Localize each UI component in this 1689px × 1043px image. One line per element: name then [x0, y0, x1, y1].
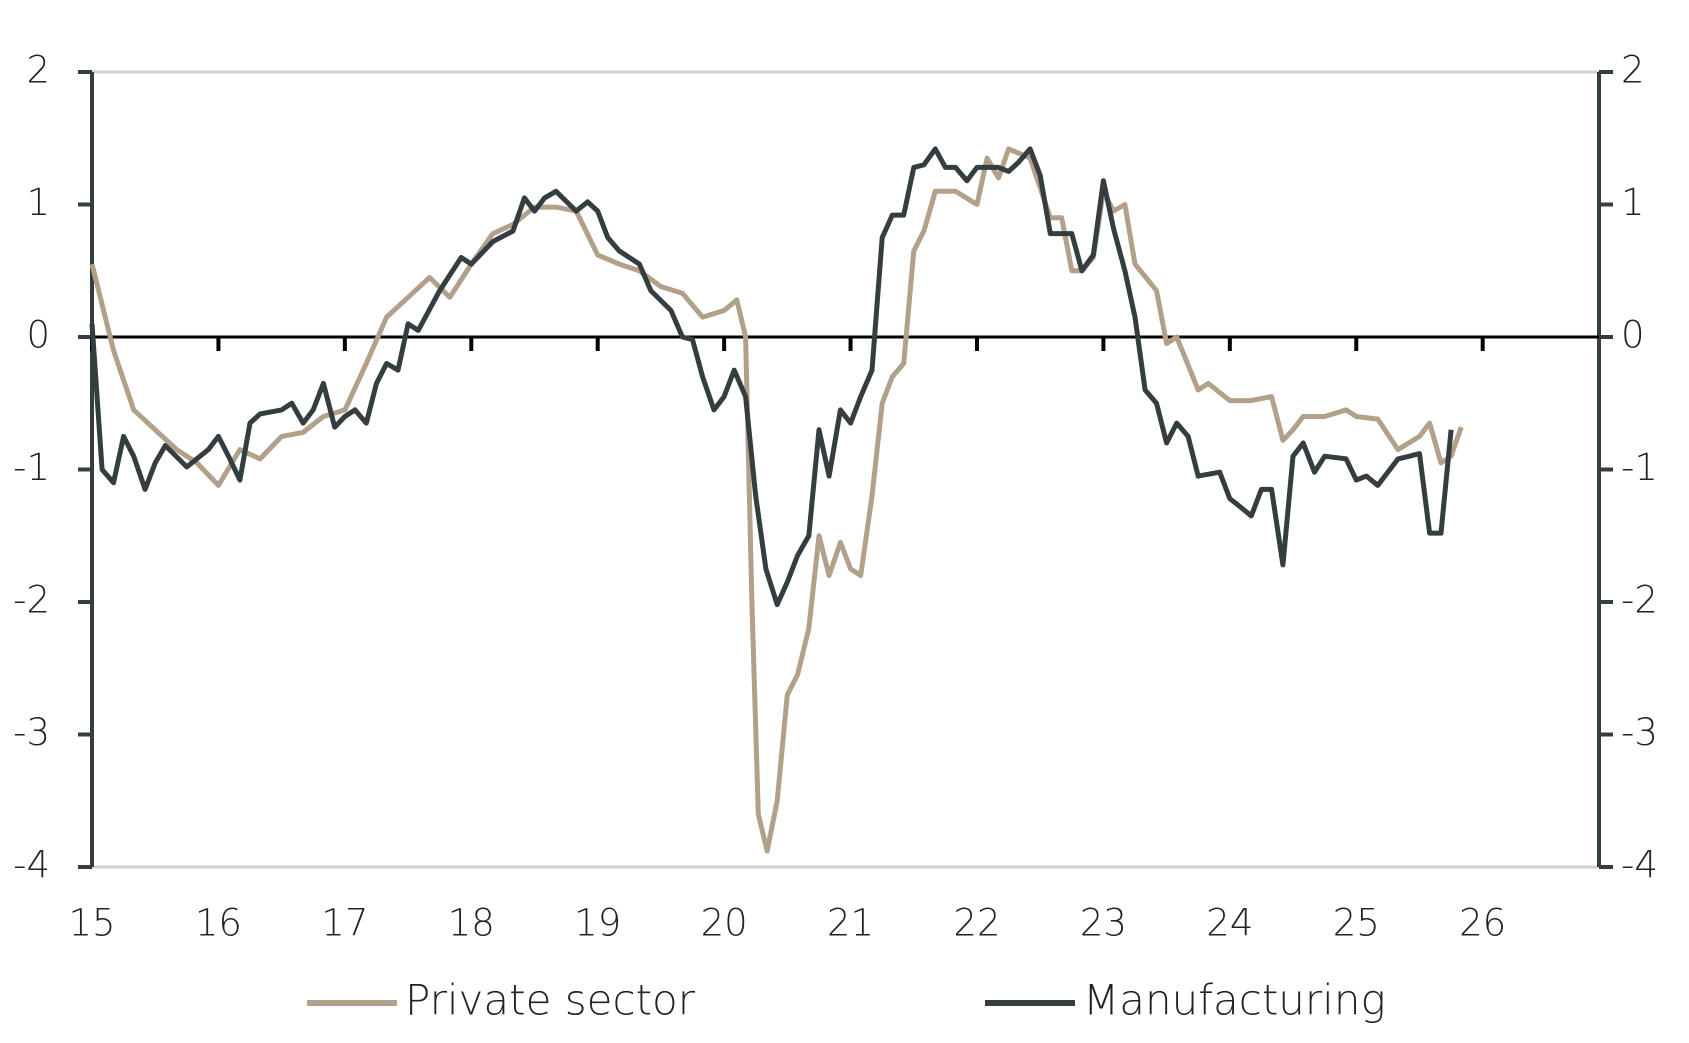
x-tick-label: 22 [953, 902, 1000, 945]
y-tick-label: -1 [13, 446, 50, 489]
legend-label: Manufacturing [1083, 976, 1386, 1025]
y-tick-label: -4 [13, 844, 50, 887]
y-tick-label: 2 [26, 49, 50, 92]
x-tick-label: 26 [1459, 902, 1506, 945]
y-tick-label: -2 [13, 579, 50, 622]
y2-tick-label: 1 [1621, 181, 1645, 224]
y-tick-label: 1 [26, 181, 50, 224]
y2-tick-label: 0 [1621, 314, 1645, 357]
y2-tick-label: -1 [1621, 446, 1658, 489]
x-tick-label: 24 [1206, 902, 1253, 945]
y2-tick-label: -3 [1621, 711, 1658, 754]
line [89, 146, 1464, 854]
x-tick-label: 18 [448, 902, 495, 945]
x-tick-label: 17 [321, 902, 368, 945]
line [89, 146, 1454, 608]
x-tick-label: 23 [1080, 902, 1127, 945]
y-tick-label: 0 [26, 314, 50, 357]
y2-tick-label: 2 [1621, 49, 1645, 92]
x-tick-label: 19 [574, 902, 621, 945]
x-tick-label: 20 [701, 902, 748, 945]
legend-label: Private sector [405, 976, 696, 1025]
x-tick-label: 25 [1333, 902, 1380, 945]
x-tick-label: 21 [827, 902, 874, 945]
x-tick-label: 16 [195, 902, 242, 945]
y2-tick-label: -2 [1621, 579, 1658, 622]
y-tick-label: -3 [13, 711, 50, 754]
x-tick-label: 15 [68, 902, 115, 945]
y2-tick-label: -4 [1621, 844, 1658, 887]
